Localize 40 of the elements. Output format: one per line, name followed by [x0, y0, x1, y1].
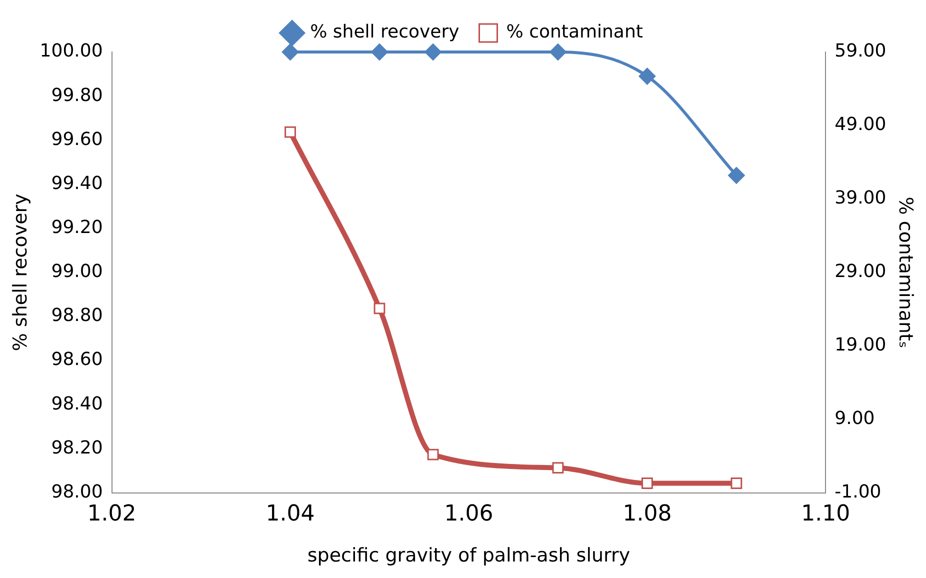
x-tick-label: 1.10	[801, 502, 850, 527]
point	[728, 166, 745, 184]
legend-label: % contaminant	[506, 22, 643, 43]
point	[730, 478, 742, 489]
point	[282, 44, 299, 60]
legend-label: % shell recovery	[310, 22, 460, 43]
y-tick-label: 99.20	[51, 216, 103, 238]
point	[642, 478, 653, 489]
x-tick-label: 1.08	[622, 502, 672, 527]
point	[370, 44, 388, 60]
point	[424, 44, 442, 60]
point	[374, 302, 386, 314]
y-tick-label: 99.80	[51, 84, 103, 106]
y-tick-label: 99.40	[51, 172, 103, 194]
y2-tick-label: 49.00	[834, 114, 886, 136]
x-axis-title: specific gravity of palm-ash slurry	[307, 544, 630, 567]
point	[638, 68, 656, 85]
point	[549, 44, 566, 60]
y-tick-label: 99.00	[51, 261, 103, 282]
x-tick-label: 1.04	[266, 502, 315, 527]
y-axis-title: % shell recovery	[9, 194, 32, 352]
y2-tick-label: 29.00	[834, 261, 886, 282]
y-tick-label: 98.80	[51, 305, 103, 326]
point	[552, 462, 564, 474]
y2-tick-label: 59.00	[834, 40, 886, 62]
y-tick-label: 100.00	[40, 40, 103, 62]
y-tick-label: 98.20	[51, 437, 103, 458]
y2-tick-label: -1.00	[834, 481, 882, 502]
y-tick-label: 98.40	[51, 393, 103, 414]
y-tick-label: 98.60	[51, 349, 103, 370]
x-tick-label: 1.06	[444, 502, 494, 527]
y2-tick-label: 39.00	[834, 188, 886, 209]
x-tick-label: 1.02	[87, 502, 136, 527]
y2-tick-label: 9.00	[834, 408, 875, 430]
y2-tick-label: 19.00	[834, 334, 886, 356]
point	[284, 126, 296, 138]
y2-axis-title: % contaminantₛ	[894, 196, 917, 348]
y-tick-label: 99.60	[51, 128, 103, 150]
point	[427, 448, 439, 460]
y-tick-label: 98.00	[51, 481, 103, 502]
